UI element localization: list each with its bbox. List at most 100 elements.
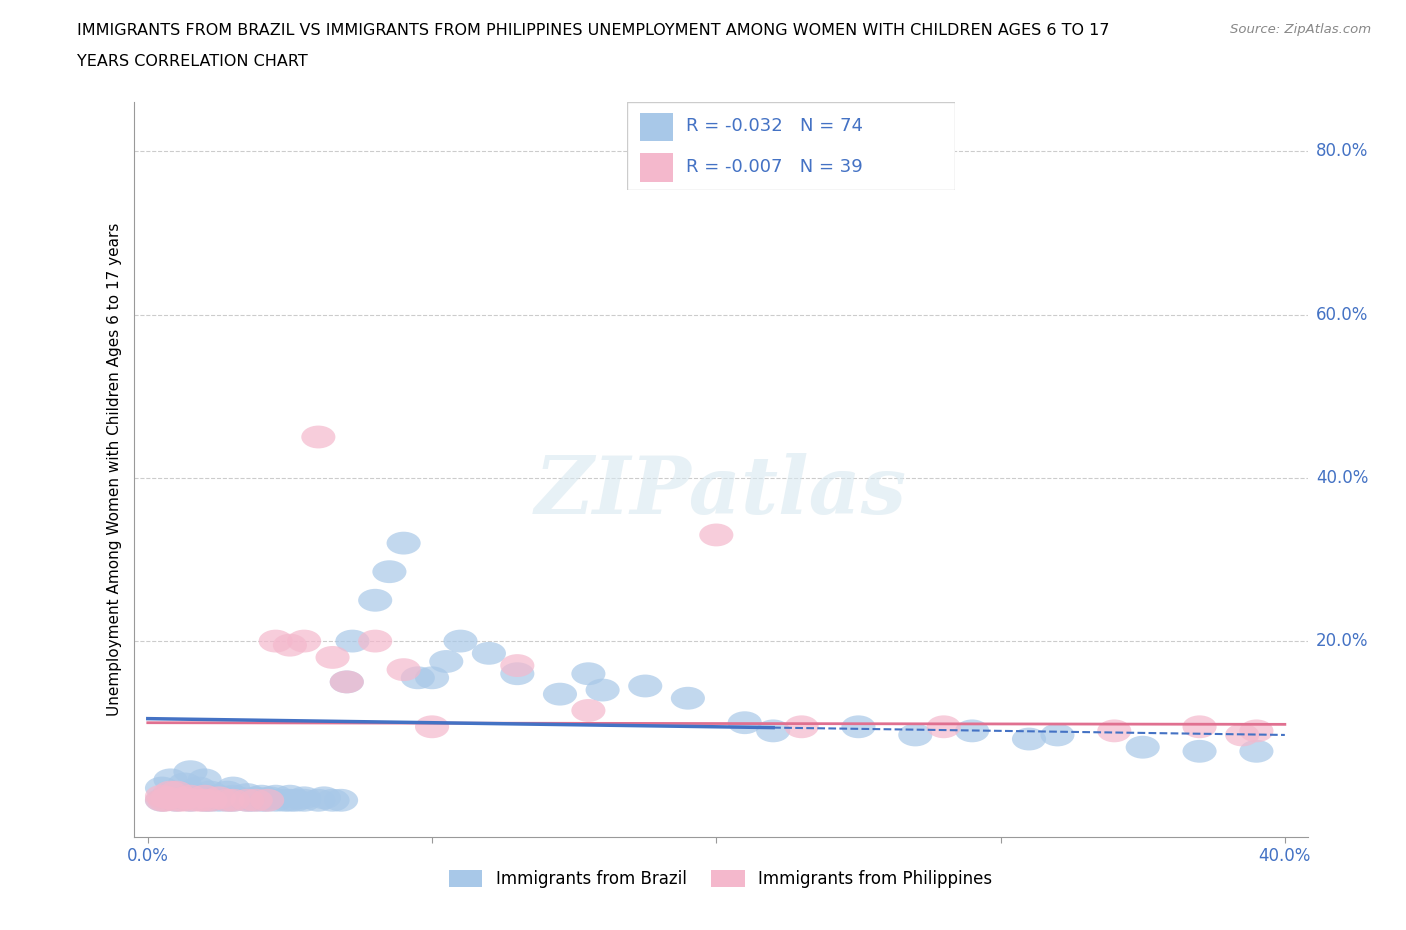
Ellipse shape [1126, 736, 1160, 759]
Ellipse shape [159, 789, 193, 812]
Ellipse shape [699, 524, 734, 547]
Ellipse shape [273, 789, 307, 812]
Ellipse shape [145, 785, 179, 807]
Ellipse shape [217, 789, 250, 812]
Ellipse shape [259, 630, 292, 653]
Ellipse shape [543, 683, 576, 706]
Ellipse shape [217, 785, 250, 807]
Ellipse shape [148, 789, 181, 812]
Ellipse shape [287, 630, 321, 653]
Ellipse shape [571, 699, 606, 722]
Ellipse shape [173, 760, 208, 783]
Ellipse shape [145, 789, 179, 812]
Ellipse shape [202, 785, 236, 807]
Ellipse shape [841, 715, 876, 738]
Ellipse shape [193, 780, 228, 804]
Ellipse shape [173, 789, 208, 812]
Y-axis label: Unemployment Among Women with Children Ages 6 to 17 years: Unemployment Among Women with Children A… [107, 223, 122, 716]
Ellipse shape [1097, 720, 1132, 742]
Ellipse shape [250, 789, 284, 812]
Ellipse shape [153, 780, 187, 804]
Ellipse shape [217, 789, 250, 812]
Text: YEARS CORRELATION CHART: YEARS CORRELATION CHART [77, 54, 308, 69]
Ellipse shape [187, 785, 222, 807]
Ellipse shape [211, 789, 245, 812]
Ellipse shape [211, 787, 245, 809]
Ellipse shape [187, 785, 222, 807]
Ellipse shape [323, 789, 359, 812]
Text: 40.0%: 40.0% [1316, 469, 1368, 486]
Ellipse shape [628, 674, 662, 698]
Text: 60.0%: 60.0% [1316, 306, 1368, 324]
Ellipse shape [202, 787, 236, 809]
Ellipse shape [231, 789, 264, 812]
Ellipse shape [273, 785, 307, 807]
Ellipse shape [181, 777, 217, 800]
Ellipse shape [187, 789, 222, 812]
Ellipse shape [927, 715, 960, 738]
Ellipse shape [373, 560, 406, 583]
Ellipse shape [571, 662, 606, 685]
Ellipse shape [231, 789, 264, 812]
Text: 20.0%: 20.0% [1316, 632, 1368, 650]
Ellipse shape [785, 715, 818, 738]
Ellipse shape [195, 787, 231, 809]
Ellipse shape [273, 633, 307, 657]
Ellipse shape [187, 768, 222, 791]
Ellipse shape [415, 667, 449, 689]
Ellipse shape [336, 630, 370, 653]
Text: IMMIGRANTS FROM BRAZIL VS IMMIGRANTS FROM PHILIPPINES UNEMPLOYMENT AMONG WOMEN W: IMMIGRANTS FROM BRAZIL VS IMMIGRANTS FRO… [77, 23, 1109, 38]
Ellipse shape [187, 789, 222, 812]
Ellipse shape [231, 783, 264, 806]
Ellipse shape [429, 650, 464, 673]
Ellipse shape [181, 787, 217, 809]
Ellipse shape [153, 768, 187, 791]
Text: Source: ZipAtlas.com: Source: ZipAtlas.com [1230, 23, 1371, 36]
Ellipse shape [307, 787, 342, 809]
Ellipse shape [211, 780, 245, 804]
Ellipse shape [267, 789, 301, 812]
Ellipse shape [239, 789, 273, 812]
Ellipse shape [671, 686, 704, 710]
Ellipse shape [756, 720, 790, 742]
Ellipse shape [387, 658, 420, 681]
Ellipse shape [165, 787, 200, 809]
Ellipse shape [278, 789, 312, 812]
Ellipse shape [193, 789, 228, 812]
Ellipse shape [401, 667, 434, 689]
Ellipse shape [150, 787, 184, 809]
Ellipse shape [245, 785, 278, 807]
Ellipse shape [173, 785, 208, 807]
Ellipse shape [359, 589, 392, 612]
Text: 80.0%: 80.0% [1316, 142, 1368, 160]
Ellipse shape [150, 785, 184, 807]
Ellipse shape [330, 671, 364, 694]
Ellipse shape [501, 654, 534, 677]
Ellipse shape [259, 785, 292, 807]
Ellipse shape [236, 789, 270, 812]
Ellipse shape [222, 787, 256, 809]
Ellipse shape [259, 789, 292, 812]
Ellipse shape [330, 671, 364, 694]
Ellipse shape [211, 789, 245, 812]
Ellipse shape [287, 787, 321, 809]
Ellipse shape [217, 777, 250, 800]
Ellipse shape [898, 724, 932, 747]
Ellipse shape [145, 777, 179, 800]
Ellipse shape [728, 711, 762, 734]
Ellipse shape [472, 642, 506, 665]
Ellipse shape [181, 789, 217, 812]
Ellipse shape [1239, 720, 1274, 742]
Ellipse shape [193, 789, 228, 812]
Ellipse shape [253, 787, 287, 809]
Ellipse shape [443, 630, 478, 653]
Ellipse shape [159, 789, 193, 812]
Ellipse shape [359, 630, 392, 653]
Ellipse shape [165, 789, 200, 812]
Ellipse shape [1239, 740, 1274, 763]
Ellipse shape [159, 780, 193, 804]
Ellipse shape [239, 787, 273, 809]
Ellipse shape [167, 787, 202, 809]
Ellipse shape [145, 789, 179, 812]
Ellipse shape [585, 679, 620, 701]
